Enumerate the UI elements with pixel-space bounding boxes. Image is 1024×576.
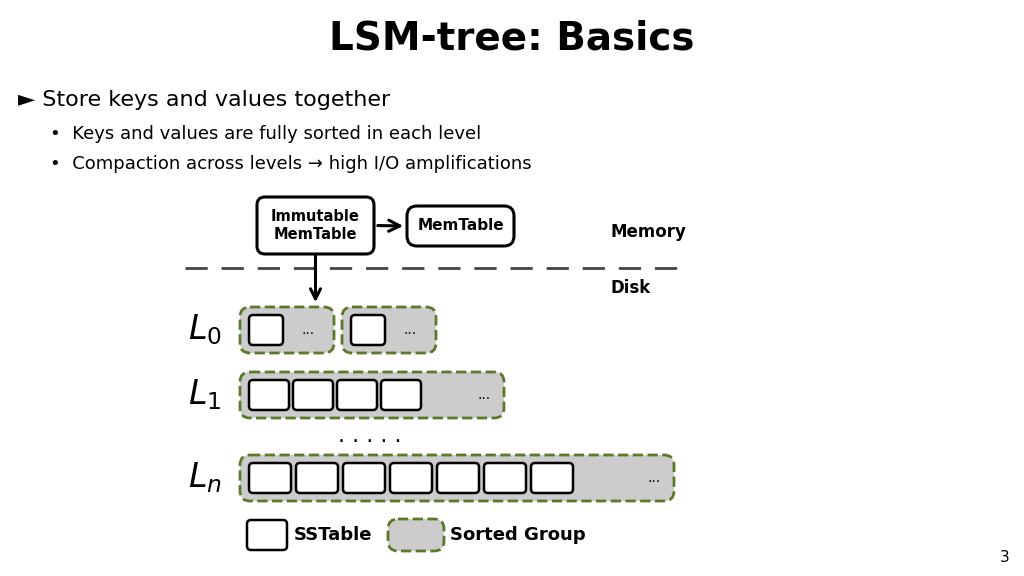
Text: LSM-tree: Basics: LSM-tree: Basics xyxy=(330,19,694,57)
FancyBboxPatch shape xyxy=(484,463,526,493)
FancyBboxPatch shape xyxy=(249,315,283,345)
FancyBboxPatch shape xyxy=(249,463,291,493)
FancyBboxPatch shape xyxy=(531,463,573,493)
FancyBboxPatch shape xyxy=(337,380,377,410)
Text: Sorted Group: Sorted Group xyxy=(450,526,586,544)
Text: $L_1$: $L_1$ xyxy=(188,378,221,412)
FancyBboxPatch shape xyxy=(381,380,421,410)
FancyBboxPatch shape xyxy=(240,372,504,418)
FancyBboxPatch shape xyxy=(407,206,514,246)
FancyBboxPatch shape xyxy=(296,463,338,493)
Text: MemTable: MemTable xyxy=(417,218,504,233)
Text: $L_n$: $L_n$ xyxy=(188,461,222,495)
FancyBboxPatch shape xyxy=(437,463,479,493)
Text: SSTable: SSTable xyxy=(294,526,373,544)
Text: ...: ... xyxy=(477,388,490,402)
Text: Disk: Disk xyxy=(610,279,650,297)
Text: •  Keys and values are fully sorted in each level: • Keys and values are fully sorted in ea… xyxy=(50,125,481,143)
Text: ...: ... xyxy=(647,471,660,485)
Text: 3: 3 xyxy=(1000,550,1010,565)
FancyBboxPatch shape xyxy=(240,307,334,353)
Text: ...: ... xyxy=(403,323,417,337)
FancyBboxPatch shape xyxy=(390,463,432,493)
FancyBboxPatch shape xyxy=(343,463,385,493)
Text: Memory: Memory xyxy=(610,223,686,241)
Text: Immutable
MemTable: Immutable MemTable xyxy=(271,209,360,242)
Text: $L_0$: $L_0$ xyxy=(188,313,222,347)
FancyBboxPatch shape xyxy=(247,520,287,550)
Text: ► Store keys and values together: ► Store keys and values together xyxy=(18,90,390,110)
FancyBboxPatch shape xyxy=(257,197,374,254)
Text: •  Compaction across levels → high I/O amplifications: • Compaction across levels → high I/O am… xyxy=(50,155,531,173)
Text: ...: ... xyxy=(301,323,314,337)
FancyBboxPatch shape xyxy=(240,455,674,501)
FancyBboxPatch shape xyxy=(388,519,444,551)
FancyBboxPatch shape xyxy=(293,380,333,410)
FancyBboxPatch shape xyxy=(249,380,289,410)
Text: . . . . .: . . . . . xyxy=(338,426,401,446)
FancyBboxPatch shape xyxy=(342,307,436,353)
FancyBboxPatch shape xyxy=(351,315,385,345)
